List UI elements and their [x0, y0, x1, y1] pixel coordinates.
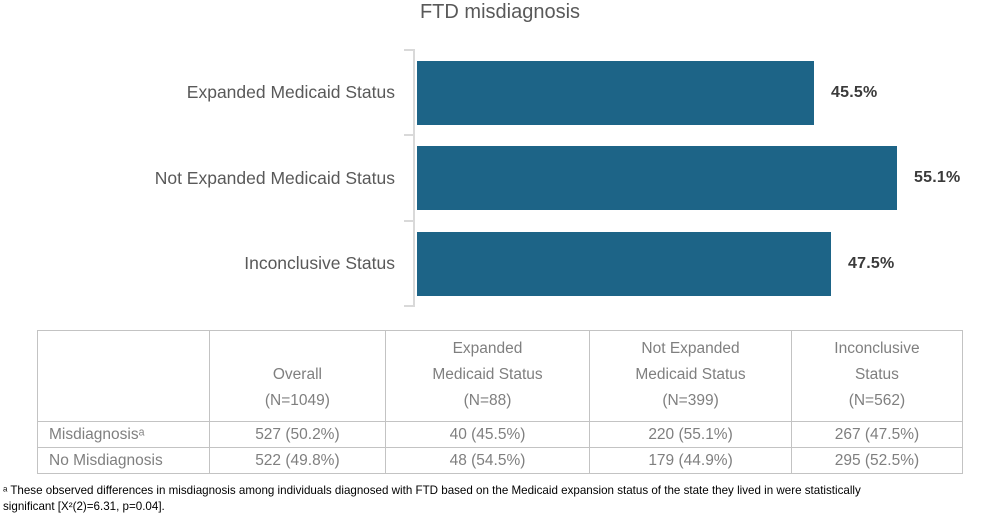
table-cell: 179 (44.9%): [589, 447, 792, 474]
category-label: Inconclusive Status: [244, 253, 395, 274]
bar-row-inconclusive: Inconclusive Status 47.5%: [0, 221, 1000, 307]
bar-track: 45.5%: [417, 60, 1000, 125]
bar-chart: Expanded Medicaid Status 45.5% Not Expan…: [0, 50, 1000, 307]
table-cell: 48 (54.5%): [384, 447, 591, 474]
header-cell-expanded: Expanded Medicaid Status (N=88): [384, 330, 591, 422]
table-header-row: Overall (N=1049) Expanded Medicaid Statu…: [36, 330, 964, 422]
table-cell: 40 (45.5%): [384, 421, 591, 448]
bar-value-label: 45.5%: [831, 83, 878, 101]
axis-tick: [404, 49, 414, 51]
header-cell-inconclusive: Inconclusive Status (N=562): [790, 330, 964, 422]
axis-tick: [404, 134, 414, 136]
table-cell: 220 (55.1%): [589, 421, 792, 448]
table-row-misdiagnosis: Misdiagnosisᵃ 527 (50.2%) 40 (45.5%) 220…: [36, 421, 964, 448]
table-cell: 267 (47.5%): [790, 421, 964, 448]
row-label-cell: No Misdiagnosis: [36, 447, 211, 474]
bar-inconclusive: [417, 231, 831, 296]
table-cell: 527 (50.2%): [209, 421, 386, 448]
table-cell: 295 (52.5%): [790, 447, 964, 474]
chart-title: FTD misdiagnosis: [419, 1, 581, 23]
bar-value-label: 55.1%: [914, 169, 961, 187]
bar-expanded: [417, 60, 814, 125]
table-row-no-misdiagnosis: No Misdiagnosis 522 (49.8%) 48 (54.5%) 1…: [36, 447, 964, 474]
footnote: ᵃ These observed differences in misdiagn…: [3, 484, 861, 513]
axis-tick: [404, 220, 414, 222]
header-cell-overall: Overall (N=1049): [209, 330, 386, 422]
bar-not-expanded: [417, 146, 897, 211]
axis-tick: [404, 305, 414, 307]
bar-track: 55.1%: [417, 146, 1000, 211]
category-label: Expanded Medicaid Status: [186, 82, 395, 103]
category-label: Not Expanded Medicaid Status: [154, 167, 395, 188]
bar-row-expanded: Expanded Medicaid Status 45.5%: [0, 50, 1000, 136]
chart-axis-line: [413, 49, 415, 307]
table-cell: 522 (49.8%): [209, 447, 386, 474]
bar-track: 47.5%: [417, 231, 1000, 296]
header-cell-not-expanded: Not Expanded Medicaid Status (N=399): [589, 330, 792, 422]
results-table: Overall (N=1049) Expanded Medicaid Statu…: [36, 330, 964, 474]
bar-value-label: 47.5%: [848, 254, 895, 272]
header-cell-empty: [36, 330, 211, 422]
row-label-cell: Misdiagnosisᵃ: [36, 421, 211, 448]
bar-row-not-expanded: Not Expanded Medicaid Status 55.1%: [0, 136, 1000, 222]
